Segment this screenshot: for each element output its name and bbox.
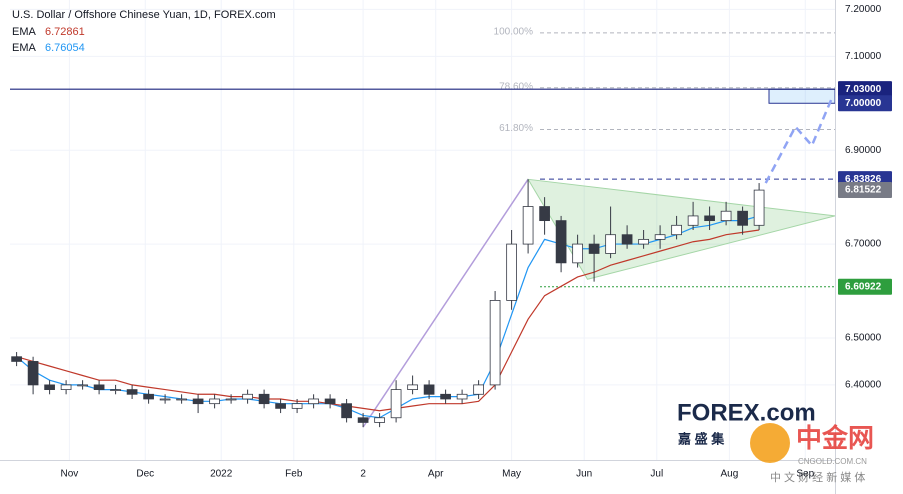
site-url: CNGOLD.COM.CN	[798, 457, 867, 466]
candle-body	[126, 389, 138, 395]
x-tick-label: Nov	[61, 469, 79, 480]
x-tick-label: Sep	[796, 469, 814, 480]
candle-body	[357, 417, 369, 423]
x-tick-label: Aug	[721, 469, 739, 480]
legend-name: EMA	[12, 26, 37, 38]
candle-body	[44, 384, 55, 390]
candle-body	[638, 238, 649, 245]
candle-body	[687, 215, 699, 226]
x-tick-label: Jul	[650, 469, 663, 480]
candle-body	[522, 206, 534, 245]
candle-body	[753, 189, 765, 226]
candle-body	[374, 417, 385, 423]
y-tick-label: 6.90000	[845, 145, 882, 156]
candle-body	[588, 243, 600, 254]
candle-body	[176, 398, 187, 401]
projection-line	[764, 98, 833, 184]
price-label-box	[838, 95, 892, 112]
x-tick-label: 2022	[210, 469, 233, 480]
candle-body	[291, 403, 303, 409]
candle-body	[324, 398, 336, 405]
price-label-box	[838, 181, 892, 198]
candle-body	[671, 224, 682, 236]
candle-body	[456, 393, 468, 400]
y-tick-label: 6.50000	[845, 333, 882, 344]
legend-value: 6.72861	[45, 26, 85, 38]
x-tick-label: Dec	[136, 469, 154, 480]
candle-body	[209, 398, 220, 405]
site-logo-icon	[750, 423, 790, 463]
candle-body	[654, 234, 666, 240]
price-label-box	[838, 278, 892, 295]
candle-body	[539, 206, 550, 222]
price-label: 7.00000	[845, 98, 882, 109]
fib-label: 100.00%	[494, 26, 534, 37]
candle-body	[605, 234, 616, 254]
ema-line	[16, 215, 760, 419]
price-label: 6.81522	[845, 185, 882, 196]
legend-name: EMA	[12, 42, 37, 54]
y-tick-label: 6.70000	[845, 239, 882, 250]
candle-body	[192, 398, 204, 405]
legend-value: 6.76054	[45, 42, 85, 54]
candle-body	[275, 403, 286, 409]
candle-body	[390, 389, 402, 419]
candle-body	[621, 234, 633, 245]
candle-body	[440, 393, 451, 400]
candle-body	[308, 398, 319, 405]
x-tick-label: Feb	[285, 469, 303, 480]
candle-body	[27, 361, 39, 386]
candle-body	[60, 384, 72, 390]
price-label: 7.03000	[845, 84, 882, 95]
y-tick-label: 7.10000	[845, 51, 882, 62]
price-label: 6.60922	[845, 281, 882, 292]
target-box	[768, 88, 836, 104]
candle-body	[572, 243, 583, 264]
candle-body	[506, 243, 517, 301]
candle-body	[242, 393, 253, 400]
ema-line	[16, 229, 760, 412]
candle-body	[110, 389, 121, 391]
candle-body	[225, 398, 237, 401]
price-label: 6.83826	[845, 174, 882, 185]
candle-body	[143, 393, 154, 400]
site-sub: 中 文 财 经 新 媒 体	[770, 470, 865, 484]
candle-body	[704, 215, 715, 222]
candle-body	[737, 210, 748, 226]
candle-body	[77, 384, 88, 387]
x-tick-label: 2	[360, 469, 366, 480]
fib-label: 61.80%	[499, 123, 533, 134]
fib-label: 78.60%	[499, 81, 533, 92]
y-tick-label: 6.40000	[845, 380, 882, 391]
candle-body	[258, 393, 270, 405]
candle-body	[93, 384, 105, 390]
y-tick-label: 7.20000	[845, 4, 882, 15]
candle-body	[407, 384, 418, 390]
x-tick-label: Apr	[428, 469, 444, 480]
candle-body	[720, 210, 732, 222]
site-logo: 中金网	[796, 423, 874, 453]
x-tick-label: Jun	[576, 469, 592, 480]
candle-body	[489, 300, 501, 386]
chart-title: U.S. Dollar / Offshore Chinese Yuan, 1D,…	[12, 9, 276, 21]
price-label-box	[838, 81, 892, 98]
rally-line	[362, 178, 529, 428]
brand-sub: 嘉 盛 集	[677, 431, 725, 446]
candle-body	[341, 403, 352, 419]
brand-logo: FOREX.com	[677, 399, 816, 426]
x-tick-label: May	[502, 469, 521, 480]
candle-body	[423, 384, 435, 395]
candle-body	[11, 356, 22, 362]
candle-body	[473, 384, 484, 395]
candle-body	[555, 220, 567, 264]
candle-body	[159, 398, 171, 401]
